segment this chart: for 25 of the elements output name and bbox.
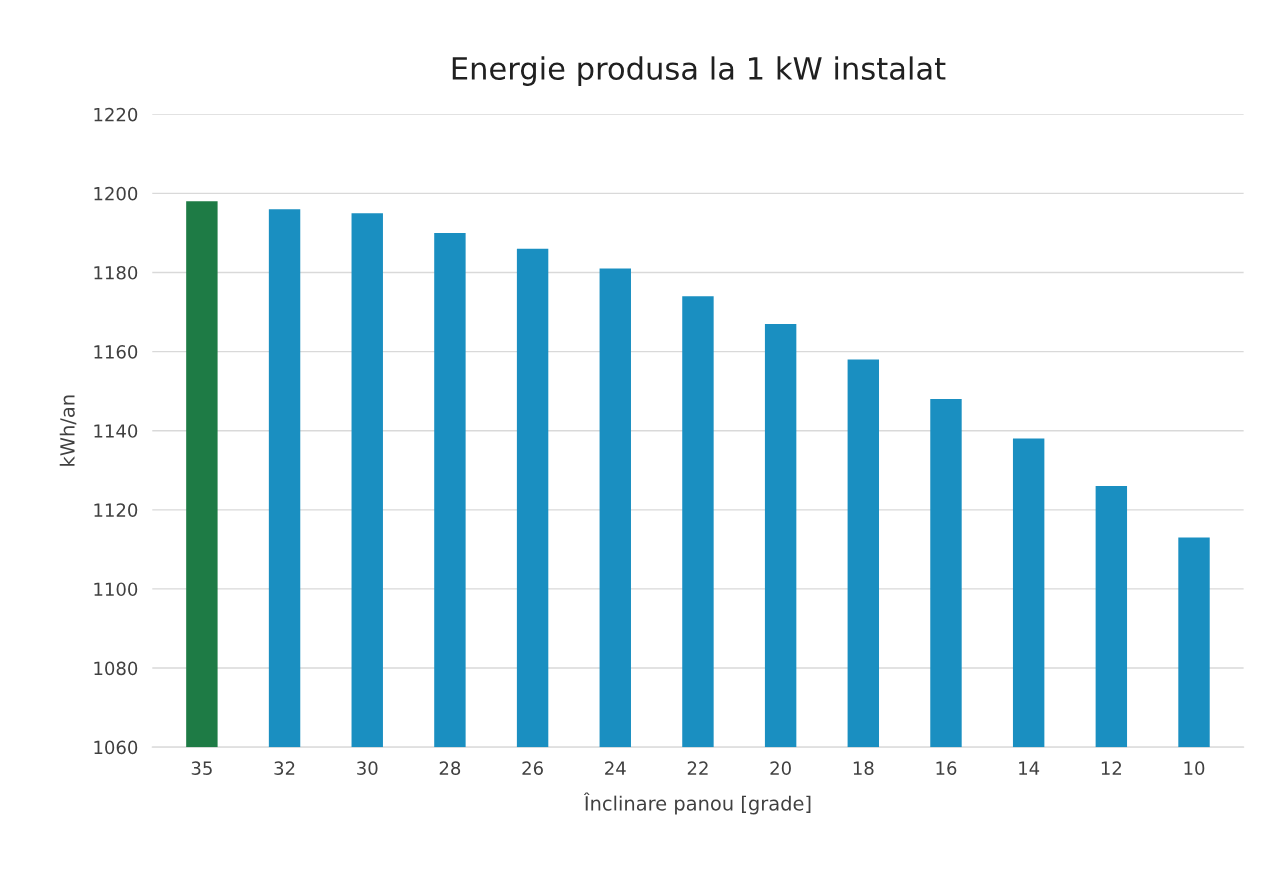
x-tick-label: 35: [191, 761, 212, 776]
x-tick-label: 22: [687, 761, 708, 775]
x-tick-label: 20: [770, 761, 791, 776]
y-tick-label: 1100: [94, 582, 138, 597]
y-tick-label: 1140: [94, 424, 138, 438]
x-tick-label: 24: [605, 761, 626, 775]
y-tick-label: 1200: [94, 186, 138, 201]
y-tick-label: 1220: [94, 107, 138, 122]
y-tick-label: 1060: [94, 740, 138, 755]
y-tick-label: 1180: [94, 265, 138, 280]
x-tick-label: 28: [439, 761, 461, 776]
x-tick-label: 16: [936, 761, 957, 776]
chart-title: Energie produsa la 1 kW instalat: [452, 56, 946, 86]
y-tick-label: 1080: [94, 661, 138, 676]
y-tick-label: 1120: [94, 503, 138, 517]
x-tick-label: 14: [1019, 761, 1040, 775]
x-tick-label: 10: [1184, 761, 1205, 776]
x-tick-label: 32: [274, 761, 295, 776]
x-tick-label: 26: [522, 761, 543, 776]
x-axis-title: Înclinare panou [grade]: [583, 792, 811, 815]
y-axis-title: kWh/an: [59, 395, 77, 466]
x-tick-label: 18: [853, 761, 874, 776]
x-tick-label: 30: [357, 761, 378, 776]
x-tick-label: 12: [1101, 761, 1122, 775]
y-tick-label: 1160: [94, 345, 138, 359]
